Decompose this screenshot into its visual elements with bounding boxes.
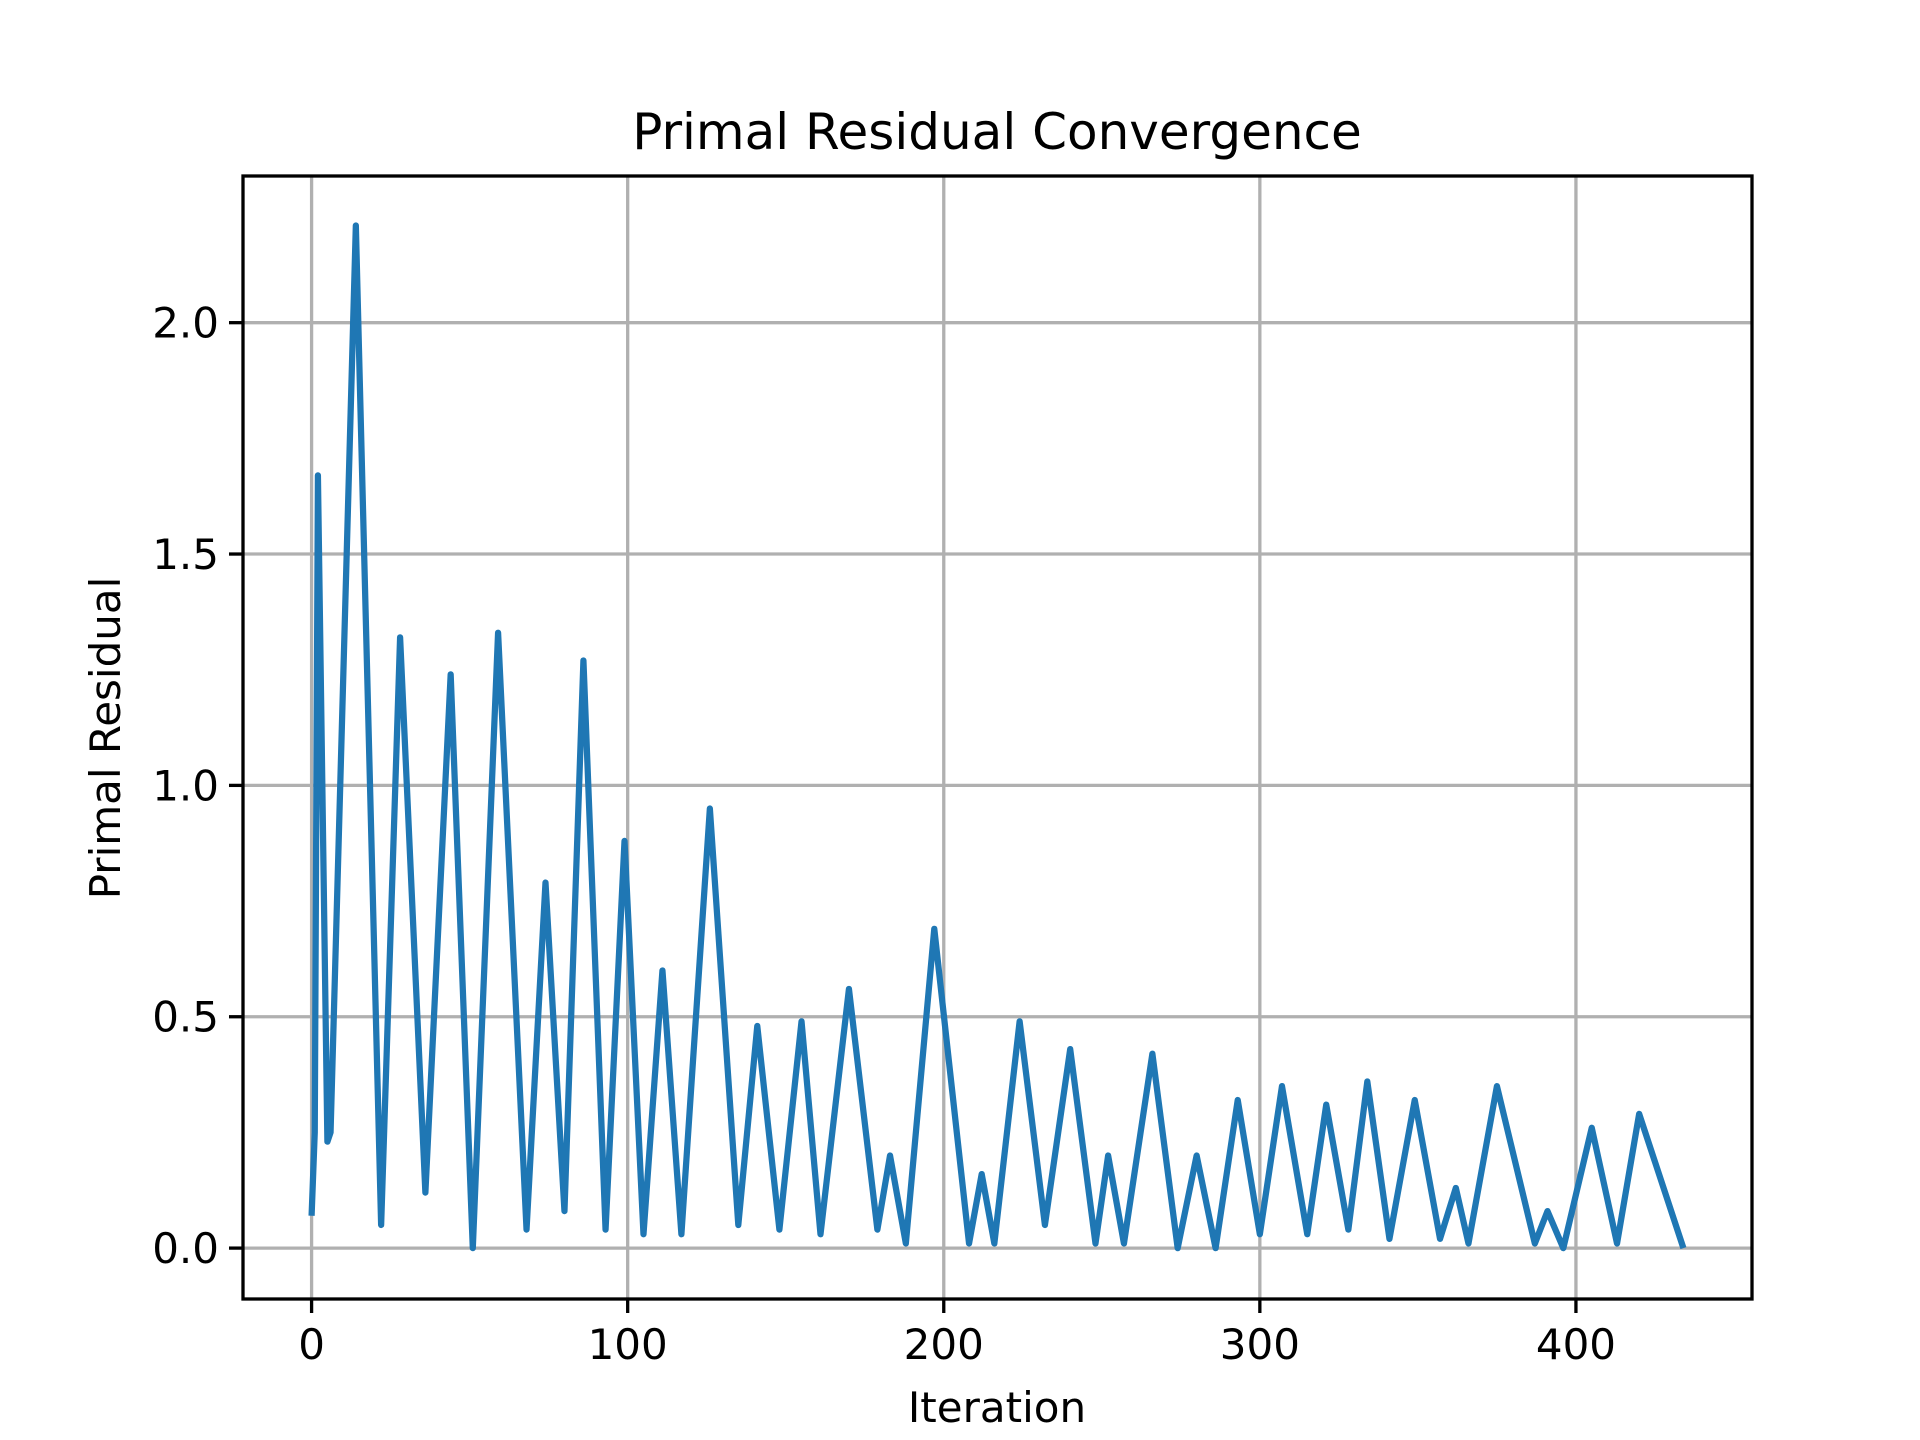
y-tick-label: 1.5 bbox=[152, 530, 219, 579]
x-axis-label: Iteration bbox=[908, 1383, 1086, 1432]
x-tick-label: 0 bbox=[298, 1320, 325, 1369]
data-line bbox=[308, 222, 1687, 1252]
y-tick-label: 2.0 bbox=[152, 299, 219, 348]
x-tick-label: 100 bbox=[588, 1320, 668, 1369]
x-tick-label: 300 bbox=[1220, 1320, 1300, 1369]
chart-title: Primal Residual Convergence bbox=[632, 103, 1362, 161]
y-tick-label: 0.0 bbox=[152, 1224, 219, 1273]
x-tick-label: 400 bbox=[1536, 1320, 1616, 1369]
y-tick-label: 0.5 bbox=[152, 993, 219, 1042]
y-tick-label: 1.0 bbox=[152, 761, 219, 810]
x-tick-label: 200 bbox=[904, 1320, 984, 1369]
y-axis-label: Primal Residual bbox=[81, 577, 130, 900]
plot-frame bbox=[241, 174, 1754, 1301]
